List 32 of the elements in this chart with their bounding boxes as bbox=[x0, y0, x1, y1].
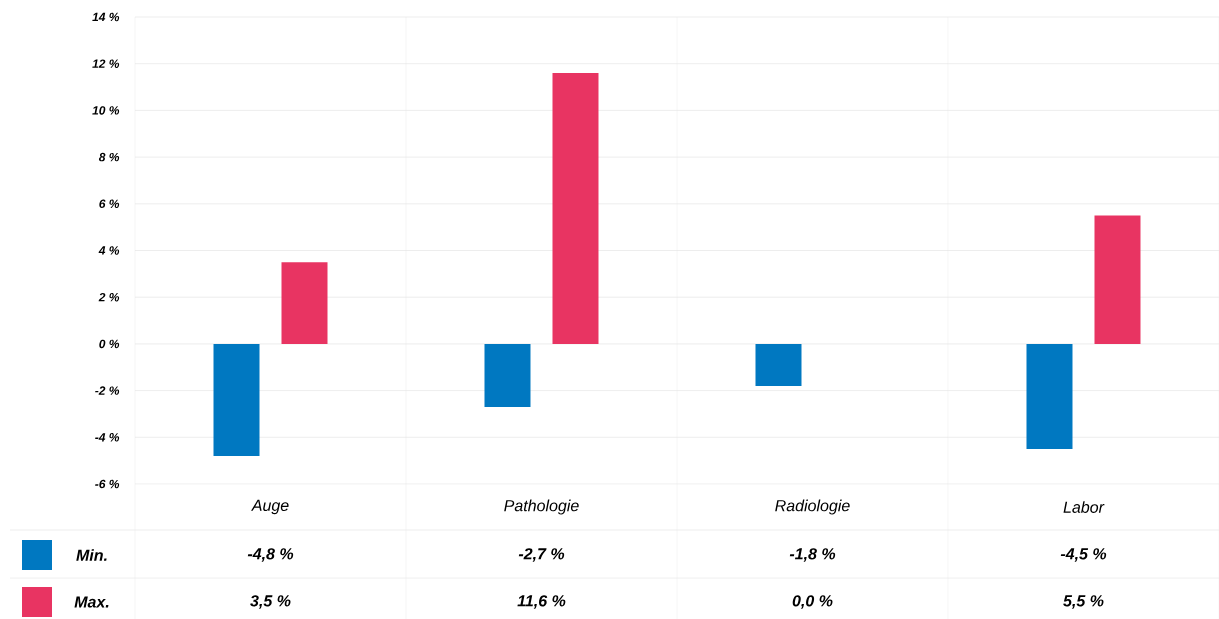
y-tick-label: 14 % bbox=[92, 12, 120, 22]
y-tick-label: 8 % bbox=[98, 152, 120, 162]
y-tick-label: -2 % bbox=[95, 386, 120, 395]
y-tick-label: 10 % bbox=[92, 106, 120, 115]
y-tick-label: 12 % bbox=[92, 59, 120, 68]
data-label: -2,7 % bbox=[518, 548, 565, 562]
y-tick-label: -6 % bbox=[95, 479, 120, 489]
bar bbox=[1026, 343, 1073, 449]
bar bbox=[552, 73, 599, 344]
legend-label: Min. bbox=[76, 549, 107, 561]
x-tick-label: Auge bbox=[251, 499, 289, 515]
x-tick-label: Radiologie bbox=[775, 499, 850, 515]
bar bbox=[1094, 215, 1141, 344]
x-tick-label: Pathologie bbox=[504, 499, 579, 515]
legend-label: Max. bbox=[74, 596, 109, 608]
data-label: 5,5 % bbox=[1063, 595, 1104, 609]
y-tick-label: 6 % bbox=[99, 199, 120, 209]
bar bbox=[755, 343, 802, 386]
data-label: -1,8 % bbox=[789, 548, 836, 562]
y-tick-label: 2 % bbox=[98, 292, 120, 302]
bar bbox=[484, 343, 531, 407]
bar bbox=[213, 343, 260, 456]
y-tick-label: -4 % bbox=[95, 433, 120, 442]
y-tick-label: 4 % bbox=[98, 246, 120, 255]
y-tick-label: 0 % bbox=[99, 339, 120, 349]
data-label: 0,0 % bbox=[792, 595, 833, 609]
x-tick-label: Labor bbox=[1063, 501, 1105, 513]
data-label: -4,5 % bbox=[1060, 548, 1107, 562]
data-label: 3,5 % bbox=[250, 595, 291, 609]
data-label: -4,8 % bbox=[247, 548, 294, 562]
bar bbox=[281, 262, 328, 344]
data-label: 11,6 % bbox=[517, 595, 566, 609]
